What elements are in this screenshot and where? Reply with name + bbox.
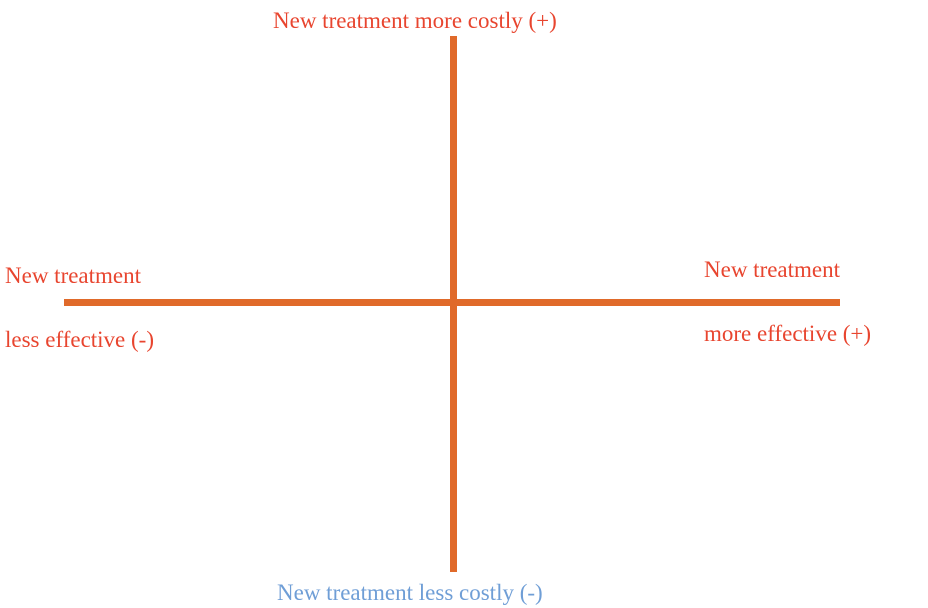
less-costly-label: New treatment less costly (-) [277,580,543,605]
cost-axis [450,36,457,572]
more-costly-label: New treatment more costly (+) [273,8,557,33]
more-effective-label-line1: New treatment [704,257,841,282]
more-effective-label-line2: more effective (+) [704,321,872,346]
less-effective-label-line1: New treatment [5,263,142,288]
less-effective-label-line2: less effective (-) [5,327,154,352]
